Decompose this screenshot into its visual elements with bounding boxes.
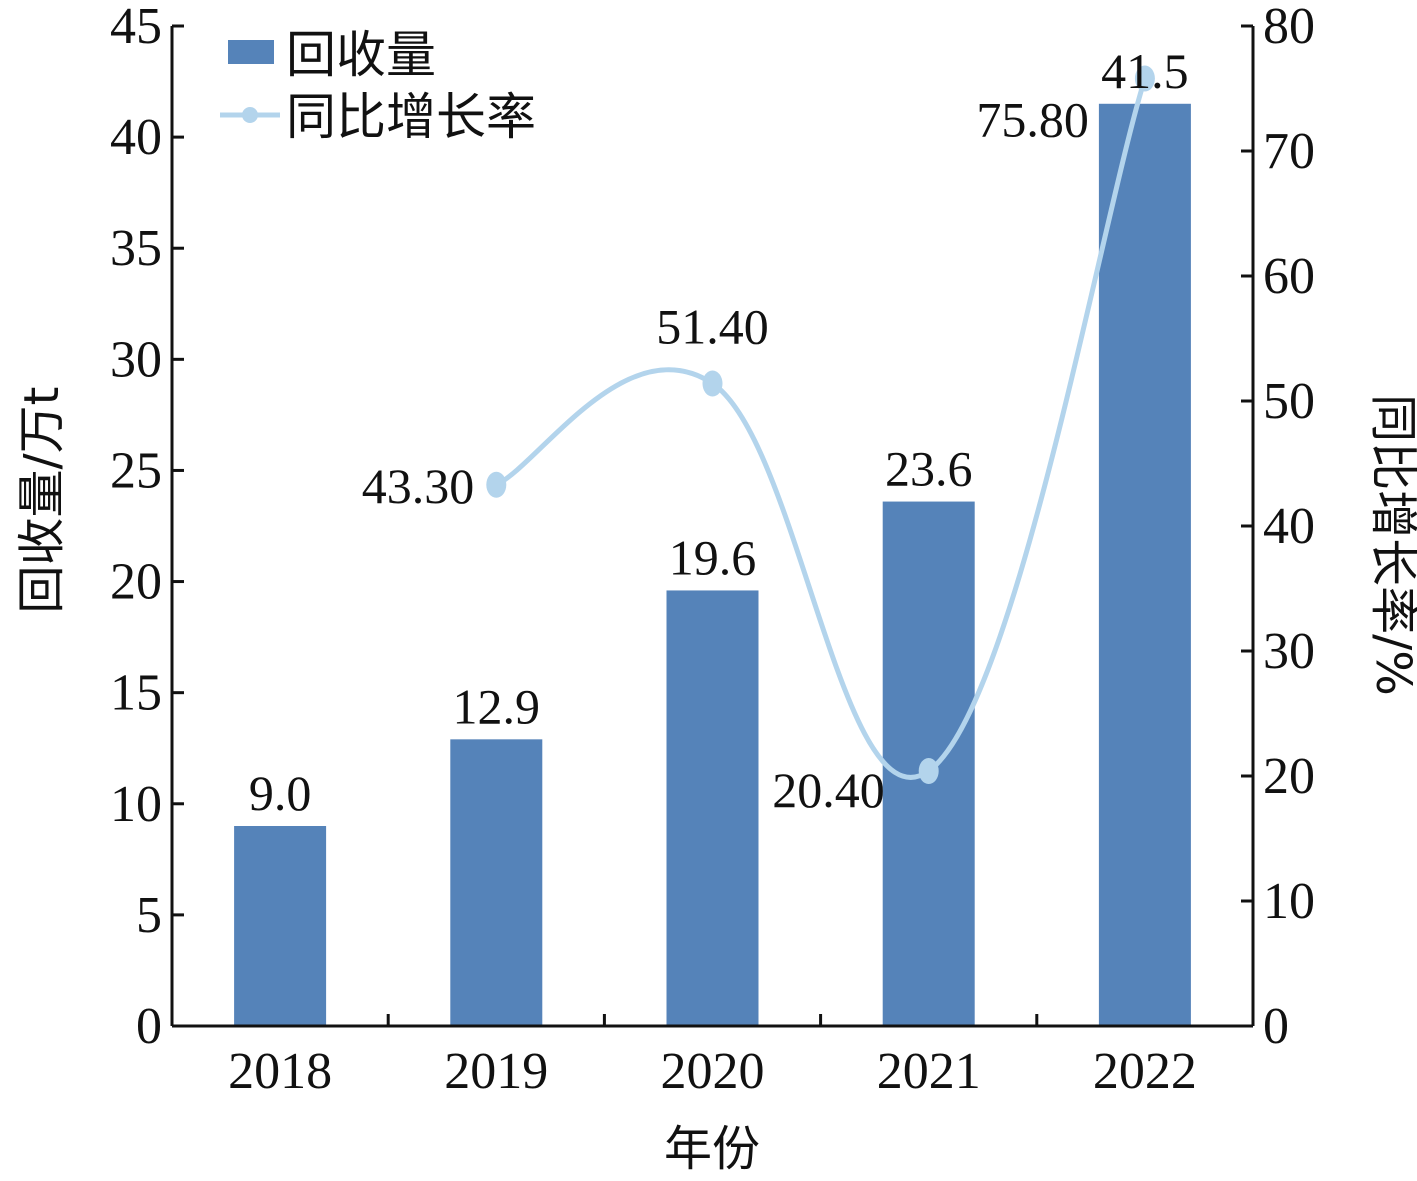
left-axis-ticks: 0 5 10 15 20 25 30 35 40 45 bbox=[110, 0, 184, 1055]
y2-tick-label: 80 bbox=[1263, 0, 1315, 55]
legend: 回收量 同比增长率 bbox=[220, 26, 536, 146]
data-labels: 9.0 12.9 19.6 23.6 41.5 43.30 51.40 20.40 75.80 bbox=[249, 43, 1189, 821]
y-axis-title: 回收量/万t bbox=[14, 387, 70, 614]
y-tick-label: 20 bbox=[110, 554, 162, 611]
legend-bar-label: 回收量 bbox=[286, 26, 436, 84]
y-tick-label: 45 bbox=[110, 0, 162, 55]
y2-tick-label: 30 bbox=[1263, 623, 1315, 680]
line-value-label: 51.40 bbox=[656, 299, 769, 355]
line-value-label: 75.80 bbox=[976, 92, 1089, 148]
line-value-label: 20.40 bbox=[772, 762, 885, 818]
y-tick-label: 25 bbox=[110, 442, 162, 499]
y-tick-label: 15 bbox=[110, 665, 162, 722]
y2-tick-label: 40 bbox=[1263, 498, 1315, 555]
y2-tick-label: 50 bbox=[1263, 373, 1315, 430]
bar-series bbox=[234, 103, 1191, 1027]
line-marker bbox=[918, 758, 939, 784]
y-tick-label: 40 bbox=[110, 109, 162, 166]
line-value-label: 43.30 bbox=[362, 458, 475, 514]
y2-tick-label: 20 bbox=[1263, 748, 1315, 805]
x-tick-label: 2019 bbox=[444, 1043, 548, 1100]
bar-value-label: 12.9 bbox=[453, 678, 541, 734]
y2-tick-label: 0 bbox=[1263, 998, 1289, 1055]
y2-axis-title: 同比增长率/% bbox=[1365, 394, 1417, 696]
bar-value-label: 19.6 bbox=[669, 529, 757, 585]
x-tick-label: 2018 bbox=[228, 1043, 332, 1100]
bar bbox=[666, 590, 759, 1026]
x-tick-label: 2020 bbox=[661, 1043, 765, 1100]
line-marker bbox=[702, 370, 723, 397]
line-marker bbox=[1134, 65, 1155, 92]
x-axis-ticks: 2018 2019 2020 2021 2022 bbox=[228, 1014, 1197, 1100]
y2-tick-label: 70 bbox=[1263, 123, 1315, 180]
right-axis-ticks: 0 10 20 30 40 50 60 70 80 bbox=[1241, 0, 1315, 1055]
line-marker bbox=[486, 471, 507, 498]
line-series bbox=[486, 65, 1155, 784]
bar bbox=[1098, 103, 1191, 1027]
bar-value-label: 41.5 bbox=[1101, 43, 1189, 99]
y-tick-label: 5 bbox=[136, 887, 162, 944]
x-axis-title: 年份 bbox=[664, 1121, 760, 1177]
x-tick-label: 2022 bbox=[1093, 1043, 1197, 1100]
bar bbox=[450, 739, 543, 1026]
legend-line-marker bbox=[242, 107, 258, 123]
legend-line-label: 同比增长率 bbox=[286, 88, 536, 146]
y-tick-label: 0 bbox=[136, 998, 162, 1055]
bar bbox=[234, 826, 327, 1026]
y2-tick-label: 60 bbox=[1263, 248, 1315, 305]
y-tick-label: 30 bbox=[110, 331, 162, 388]
bar-value-label: 23.6 bbox=[885, 441, 973, 497]
legend-bar-swatch bbox=[228, 40, 274, 64]
y2-tick-label: 10 bbox=[1263, 873, 1315, 930]
x-tick-label: 2021 bbox=[877, 1043, 981, 1100]
y-tick-label: 10 bbox=[110, 776, 162, 833]
y-tick-label: 35 bbox=[110, 220, 162, 277]
bar-value-label: 9.0 bbox=[249, 765, 312, 821]
growth-rate-line bbox=[495, 77, 1148, 780]
